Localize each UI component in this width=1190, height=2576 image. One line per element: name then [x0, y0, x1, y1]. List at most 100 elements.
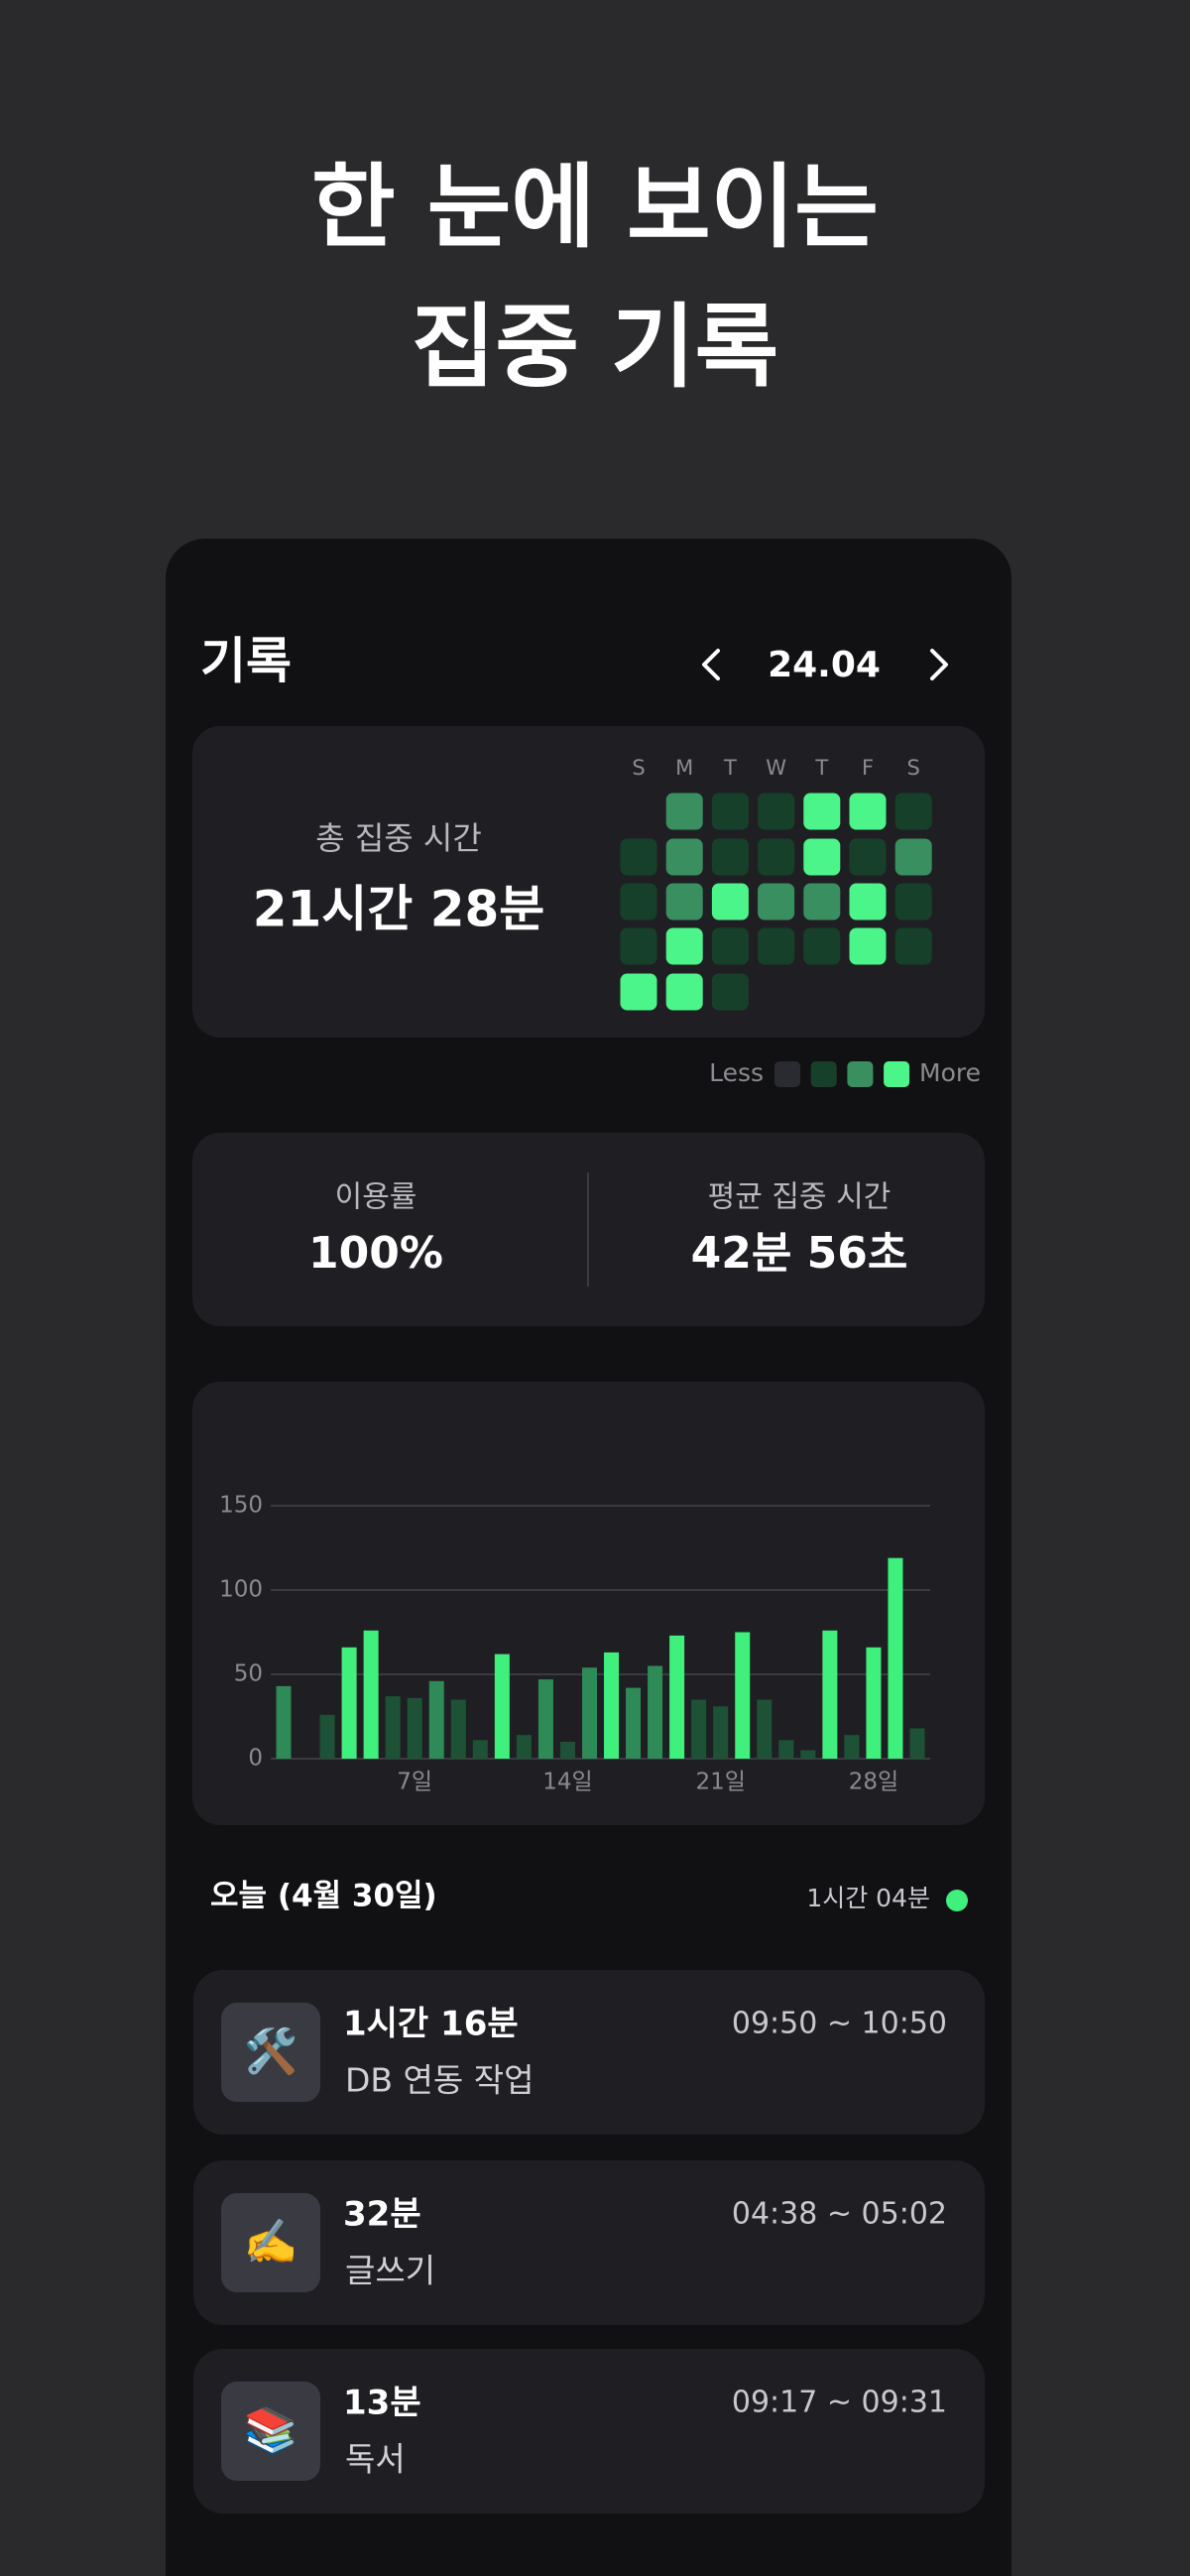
bar [428, 1680, 444, 1759]
stat-value: 42분 56초 [691, 1228, 908, 1279]
session-name: 독서 [345, 2440, 406, 2479]
bar [472, 1740, 488, 1759]
heatmap-cell [894, 883, 932, 920]
heatmap-cell [849, 927, 887, 965]
legend-more: More [919, 1058, 981, 1087]
bar [778, 1740, 794, 1759]
bar [319, 1714, 335, 1759]
legend-swatch [884, 1061, 910, 1087]
heatmap-cell [620, 927, 657, 965]
x-tick-label: 7일 [397, 1770, 432, 1795]
heatmap-cell [758, 927, 795, 965]
heatmap-cell [665, 973, 703, 1011]
headline: 집중 기록 [412, 294, 779, 400]
bar [450, 1699, 466, 1759]
summary-label: 총 집중 시간 [315, 819, 482, 857]
y-tick-label: 0 [248, 1746, 263, 1772]
session-duration: 32분 [343, 2195, 421, 2235]
bar [604, 1652, 620, 1759]
heatmap-cell [620, 973, 657, 1011]
session-duration: 1시간 16분 [343, 2005, 519, 2044]
icon-box [221, 2382, 320, 2481]
heatmap-cell [894, 793, 932, 830]
bar [559, 1742, 575, 1759]
session-icon: ✍️ [244, 2217, 298, 2268]
heatmap-cell [758, 883, 795, 920]
icon-box [221, 2193, 320, 2292]
weekday: S [907, 756, 920, 780]
weekday: T [814, 756, 828, 780]
bar [648, 1665, 663, 1759]
bar [581, 1667, 597, 1759]
session-icon: 📚 [244, 2405, 298, 2456]
bar [713, 1706, 729, 1759]
bar [276, 1685, 292, 1759]
session-name: 글쓰기 [345, 2252, 435, 2290]
heatmap-cell [665, 927, 703, 965]
x-tick-label: 14일 [542, 1770, 592, 1795]
weekday: W [766, 756, 786, 780]
stat-label: 평균 집중 시간 [708, 1180, 892, 1215]
stat-label: 이용률 [335, 1180, 417, 1215]
bar [669, 1635, 685, 1759]
y-tick-label: 50 [234, 1661, 263, 1687]
heatmap-cell [803, 838, 841, 876]
heatmap-cell [711, 793, 749, 830]
legend-less: Less [709, 1058, 764, 1087]
y-tick-label: 100 [219, 1577, 263, 1603]
bar [494, 1654, 510, 1759]
bar [800, 1750, 816, 1759]
heatmap-cell [620, 883, 657, 920]
summary-value: 21시간 28분 [253, 881, 545, 938]
session-card[interactable] [193, 1970, 985, 2135]
heatmap-cell [758, 838, 795, 876]
heatmap-cell [894, 838, 932, 876]
heatmap-cell [711, 883, 749, 920]
bar [691, 1699, 707, 1759]
heatmap-cell [758, 793, 795, 830]
heatmap-cell [665, 838, 703, 876]
session-card[interactable] [193, 2349, 985, 2514]
bar [822, 1630, 838, 1759]
session-duration: 13분 [343, 2384, 421, 2423]
legend-swatch [847, 1061, 874, 1087]
headline: 한 눈에 보이는 [311, 154, 879, 260]
heatmap-cell [711, 838, 749, 876]
legend-swatch [774, 1061, 800, 1087]
heatmap-cell [894, 927, 932, 965]
stat-value: 100% [308, 1228, 443, 1279]
weekday: S [632, 756, 645, 780]
session-time: 09:50 ~ 10:50 [732, 2007, 947, 2041]
bar [341, 1647, 357, 1759]
prev-month[interactable] [702, 649, 720, 680]
session-icon: 🛠️ [244, 2024, 298, 2077]
bar [735, 1632, 751, 1759]
today-label: 오늘 (4월 30일) [210, 1879, 437, 1914]
y-tick-label: 150 [219, 1493, 263, 1519]
heatmap-cell [803, 793, 841, 830]
session-time: 09:17 ~ 09:31 [732, 2386, 947, 2420]
bar [909, 1728, 925, 1759]
x-tick-label: 28일 [849, 1770, 898, 1795]
bar [626, 1687, 642, 1759]
heatmap-cell [803, 927, 841, 965]
screen-title: 기록 [200, 633, 292, 690]
session-card[interactable] [193, 2160, 985, 2325]
next-month[interactable] [930, 649, 948, 680]
weekday: M [675, 756, 693, 780]
bar [516, 1735, 532, 1759]
heatmap-cell [665, 883, 703, 920]
session-time: 04:38 ~ 05:02 [732, 2197, 947, 2232]
heatmap-cell [849, 838, 887, 876]
status-dot [946, 1890, 968, 1911]
weekday: F [862, 756, 874, 780]
bar [385, 1696, 401, 1759]
heatmap-cell [849, 883, 887, 920]
legend-swatch [810, 1061, 837, 1087]
icon-box [221, 2003, 320, 2102]
bar [757, 1699, 773, 1759]
month: 24.04 [768, 645, 881, 685]
x-tick-label: 21일 [695, 1770, 745, 1795]
session-name: DB 연동 작업 [345, 2061, 534, 2100]
